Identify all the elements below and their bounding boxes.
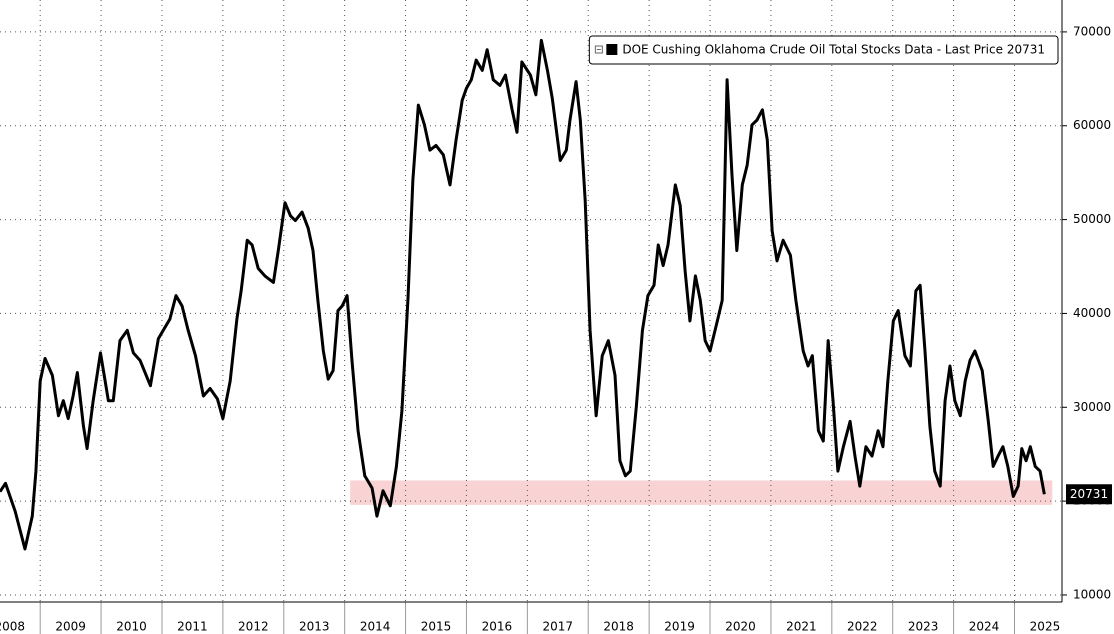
y-tick-label: 50000 bbox=[1073, 212, 1111, 226]
x-tick-label: 2021 bbox=[786, 620, 817, 634]
x-tick-label: 2025 bbox=[1030, 620, 1061, 634]
x-tick-label: 2012 bbox=[238, 620, 269, 634]
x-tick-label: 2011 bbox=[177, 620, 208, 634]
y-tick-label: 70000 bbox=[1073, 24, 1111, 38]
x-tick-label: 2017 bbox=[543, 620, 574, 634]
x-tick-label: 2016 bbox=[482, 620, 513, 634]
legend: DOE Cushing Oklahoma Crude Oil Total Sto… bbox=[588, 35, 1059, 65]
x-tick-label: 2022 bbox=[847, 620, 878, 634]
legend-label: DOE Cushing Oklahoma Crude Oil Total Sto… bbox=[622, 43, 1045, 57]
legend-swatch bbox=[606, 44, 618, 55]
last-price-label: 20731 bbox=[1070, 487, 1108, 501]
y-tick-label: 10000 bbox=[1073, 587, 1111, 601]
x-tick-label: 2010 bbox=[116, 620, 147, 634]
x-tick-label: 2014 bbox=[360, 620, 391, 634]
y-tick-label: 40000 bbox=[1073, 306, 1111, 320]
x-tick-label: 2009 bbox=[55, 620, 86, 634]
x-tick-label: 2008 bbox=[0, 620, 25, 634]
x-tick-label: 2024 bbox=[969, 620, 1000, 634]
x-tick-label: 2013 bbox=[299, 620, 330, 634]
x-tick-label: 2020 bbox=[725, 620, 756, 634]
x-tick-label: 2015 bbox=[421, 620, 452, 634]
legend-box bbox=[588, 35, 1059, 65]
y-tick-label: 60000 bbox=[1073, 118, 1111, 132]
x-tick-label: 2019 bbox=[664, 620, 695, 634]
y-tick-label: 30000 bbox=[1073, 400, 1111, 414]
x-tick-label: 2023 bbox=[908, 620, 939, 634]
x-tick-label: 2018 bbox=[603, 620, 634, 634]
last-price-box bbox=[1066, 484, 1112, 505]
series-line bbox=[0, 38, 1046, 551]
